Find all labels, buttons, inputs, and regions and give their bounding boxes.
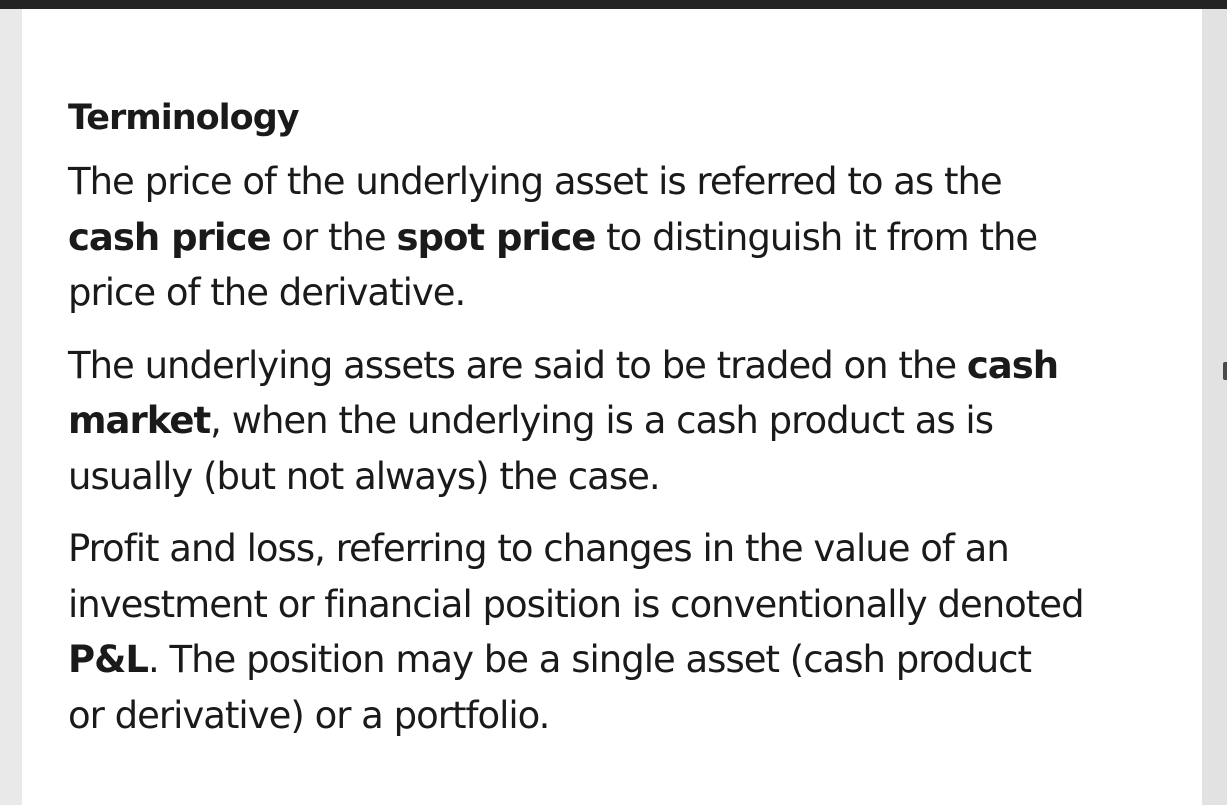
text-span: to distinguish it from the — [595, 215, 1038, 259]
text-span: Profit and loss, referring to changes in… — [68, 527, 1010, 570]
text-span: The price of the underlying asset is ref… — [68, 160, 1003, 203]
top-bar — [0, 0, 1227, 9]
text-span: price of the derivative. — [68, 271, 466, 314]
text-span: The underlying assets are said to be tra… — [68, 343, 967, 387]
term-spot-price: spot price — [396, 215, 596, 259]
text-span: investment or financial position is conv… — [68, 582, 1085, 626]
left-gutter — [0, 9, 22, 805]
paragraph-spot-price: The price of the underlying asset is ref… — [68, 154, 1178, 321]
paragraph-line: The underlying assets are said to be tra… — [68, 338, 1178, 394]
text-span: . The position may be a single asset (ca… — [147, 638, 1032, 681]
term-cash: cash — [966, 343, 1059, 387]
text-span: or derivative) or a portfolio. — [68, 693, 550, 737]
paragraph-line: market, when the underlying is a cash pr… — [68, 393, 1178, 449]
slide-content: Terminology The price of the underlying … — [68, 92, 1178, 760]
text-span: , when the underlying is a cash product … — [210, 399, 994, 442]
paragraph-line: or derivative) or a portfolio. — [68, 688, 1178, 744]
term-pl: P&L — [68, 638, 149, 681]
paragraph-line: investment or financial position is conv… — [68, 577, 1178, 633]
paragraph-line: Profit and loss, referring to changes in… — [68, 521, 1178, 577]
paragraph-line: The price of the underlying asset is ref… — [68, 154, 1178, 210]
text-span: usually (but not always) the case. — [68, 454, 661, 498]
paragraph-line: price of the derivative. — [68, 265, 1178, 321]
term-market: market — [68, 399, 211, 442]
slide-title: Terminology — [68, 98, 300, 138]
paragraph-line: cash price or the spot price to distingu… — [68, 210, 1178, 266]
text-span: or the — [270, 215, 397, 259]
paragraph-line: usually (but not always) the case. — [68, 449, 1178, 505]
scroll-handle[interactable] — [1223, 362, 1227, 380]
paragraph-profit-loss: Profit and loss, referring to changes in… — [68, 521, 1178, 743]
right-gutter — [1202, 9, 1227, 805]
slide-page — [22, 9, 1202, 805]
paragraph-cash-market: The underlying assets are said to be tra… — [68, 338, 1178, 505]
term-cash-price: cash price — [68, 215, 272, 259]
paragraph-line: P&L. The position may be a single asset … — [68, 632, 1178, 688]
